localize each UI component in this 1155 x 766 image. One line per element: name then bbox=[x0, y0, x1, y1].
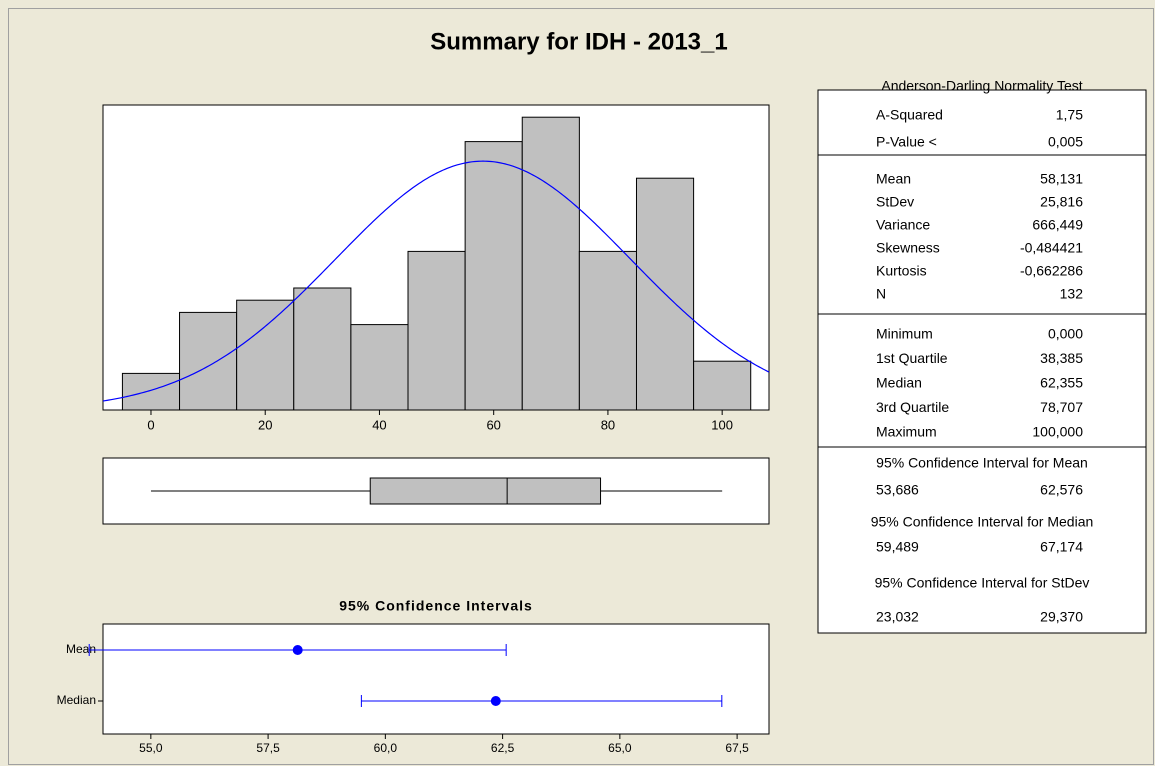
x-tick-label: 55,0 bbox=[139, 741, 163, 755]
ci-title: 95% Confidence Intervals bbox=[339, 598, 533, 614]
x-tick-label: 65,0 bbox=[608, 741, 632, 755]
interval-title: 95% Confidence Interval for Median bbox=[871, 514, 1094, 530]
interval-lower: 53,686 bbox=[876, 482, 919, 498]
stat-value: 666,449 bbox=[1032, 217, 1083, 233]
bar bbox=[236, 299, 295, 411]
x-tick-label: 57,5 bbox=[256, 741, 280, 755]
plot-area bbox=[102, 623, 770, 735]
x-tick-label: 0 bbox=[147, 417, 154, 432]
x-tick-label: 60,0 bbox=[374, 741, 398, 755]
interval-lower: 23,032 bbox=[876, 609, 919, 625]
table-border bbox=[817, 89, 1147, 634]
x-tick-label: 62,5 bbox=[491, 741, 515, 755]
stat-label: 1st Quartile bbox=[876, 350, 948, 366]
bar bbox=[521, 116, 580, 411]
bar bbox=[693, 360, 752, 411]
stat-label: Mean bbox=[876, 171, 911, 187]
x-tick-label: 67,5 bbox=[725, 741, 749, 755]
stat-label: 3rd Quartile bbox=[876, 399, 949, 415]
stat-label: Variance bbox=[876, 217, 930, 233]
interval-upper: 29,370 bbox=[1040, 609, 1083, 625]
x-tick-label: 100 bbox=[711, 417, 733, 432]
stat-label: A-Squared bbox=[876, 107, 943, 123]
stat-value: 0,000 bbox=[1048, 326, 1083, 342]
normal-curve bbox=[102, 160, 770, 402]
interval-title: 95% Confidence Interval for StDev bbox=[875, 575, 1090, 591]
y-tick-label: Median bbox=[57, 693, 96, 707]
stat-label: StDev bbox=[876, 194, 914, 210]
stat-value: 1,75 bbox=[1056, 107, 1083, 123]
stat-value: -0,484421 bbox=[1020, 240, 1083, 256]
bar bbox=[578, 250, 637, 411]
stat-value: 62,355 bbox=[1040, 375, 1083, 391]
bar bbox=[121, 372, 181, 411]
stat-label: P-Value < bbox=[876, 134, 937, 150]
stat-value: -0,662286 bbox=[1020, 263, 1083, 279]
interval-lower: 59,489 bbox=[876, 539, 919, 555]
stat-value: 58,131 bbox=[1040, 171, 1083, 187]
stat-value: 25,816 bbox=[1040, 194, 1083, 210]
bar bbox=[350, 324, 409, 411]
bar bbox=[179, 311, 238, 411]
x-tick-label: 20 bbox=[258, 417, 272, 432]
estimate-point bbox=[490, 696, 501, 706]
estimate-point bbox=[292, 645, 303, 655]
stat-value: 38,385 bbox=[1040, 350, 1083, 366]
x-tick-label: 80 bbox=[601, 417, 615, 432]
stat-value: 132 bbox=[1060, 286, 1084, 302]
title: Summary for IDH - 2013_1 bbox=[430, 28, 727, 55]
interval-title: 95% Confidence Interval for Mean bbox=[876, 455, 1088, 471]
stat-label: Kurtosis bbox=[876, 263, 927, 279]
interval-upper: 67,174 bbox=[1040, 539, 1083, 555]
y-tick-label: Mean bbox=[66, 642, 96, 656]
stat-value: 100,000 bbox=[1032, 424, 1083, 440]
bar bbox=[464, 141, 523, 411]
stat-label: N bbox=[876, 286, 886, 302]
stat-value: 78,707 bbox=[1040, 399, 1083, 415]
stat-label: Maximum bbox=[876, 424, 937, 440]
stat-label: Median bbox=[876, 375, 922, 391]
x-tick-label: 60 bbox=[486, 417, 500, 432]
stat-value: 0,005 bbox=[1048, 134, 1083, 150]
stat-label: Skewness bbox=[876, 240, 940, 256]
x-tick-label: 40 bbox=[372, 417, 386, 432]
stats-table: Anderson-Darling Normality Test A-Squared… bbox=[817, 78, 1147, 634]
box bbox=[369, 477, 602, 505]
section-title: Anderson-Darling Normality Test bbox=[881, 78, 1082, 94]
bar bbox=[407, 250, 466, 411]
bar bbox=[293, 287, 352, 411]
stat-label: Minimum bbox=[876, 326, 933, 342]
interval-upper: 62,576 bbox=[1040, 482, 1083, 498]
